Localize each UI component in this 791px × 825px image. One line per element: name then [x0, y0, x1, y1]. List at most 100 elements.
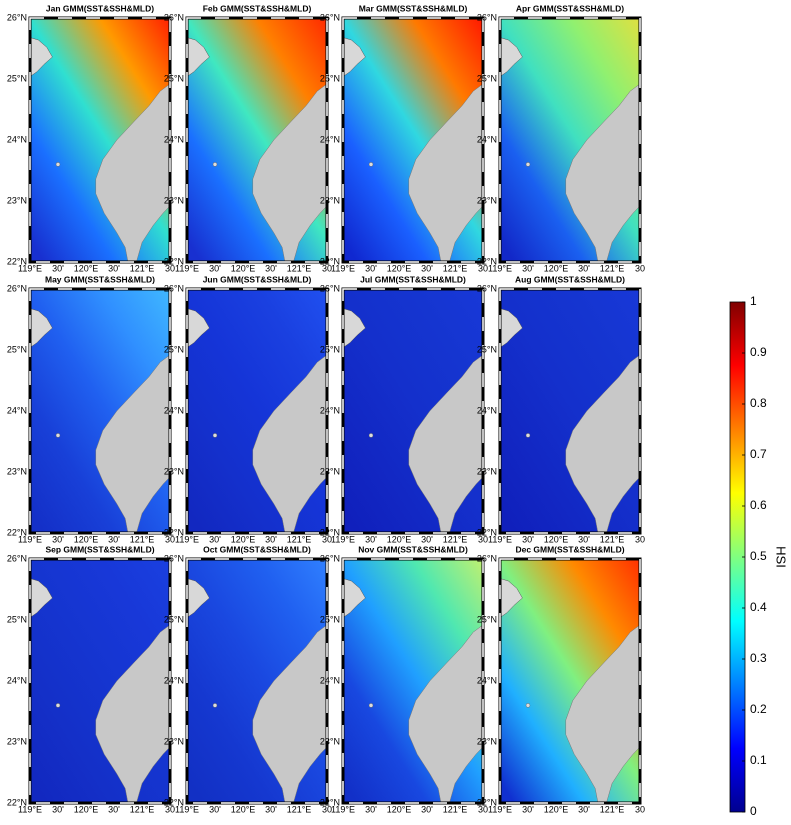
lon-label: 30' [365, 534, 377, 544]
lat-label: 26°N [477, 553, 497, 563]
lat-label: 22°N [7, 797, 27, 807]
lon-label: 30' [421, 263, 433, 273]
lon-label: 30' [52, 263, 64, 273]
island [525, 162, 531, 167]
island [525, 703, 531, 708]
lat-label: 25°N [320, 614, 340, 624]
colorbar-tick-label: 0.7 [750, 447, 767, 461]
lat-label: 25°N [477, 614, 497, 624]
lat-label: 24°N [320, 675, 340, 685]
lon-label: 30' [365, 263, 377, 273]
map-frame-dash [186, 17, 328, 263]
panel-title: Mar GMM(SST&SSH&MLD) [359, 3, 468, 13]
colorbar-tick-label: 1 [750, 294, 757, 308]
land-taiwan [565, 624, 641, 804]
lon-label: 120°E [74, 804, 99, 814]
lon-label: 30 [635, 804, 645, 814]
lat-label: 22°N [7, 527, 27, 537]
panel-title: May GMM(SST&SSH&MLD) [45, 274, 155, 284]
lon-label: 30 [322, 534, 332, 544]
lat-label: 24°N [477, 134, 497, 144]
lon-label: 120°E [231, 804, 256, 814]
lon-label: 30' [578, 534, 590, 544]
island [55, 433, 61, 438]
lat-label: 25°N [320, 73, 340, 83]
lat-label: 22°N [477, 527, 497, 537]
lon-label: 30' [209, 263, 221, 273]
lat-label: 23°N [477, 195, 497, 205]
land-taiwan [95, 624, 171, 804]
lat-label: 24°N [320, 134, 340, 144]
lon-label: 30' [522, 534, 534, 544]
map-frame-dash [499, 17, 641, 263]
lat-label: 22°N [164, 527, 184, 537]
lat-label: 23°N [164, 466, 184, 476]
lon-label: 121°E [600, 534, 625, 544]
island [55, 703, 61, 708]
lon-label: 121°E [443, 534, 468, 544]
colorbar-tick-label: 0.1 [750, 753, 767, 767]
lon-label: 30' [578, 263, 590, 273]
lon-label: 30 [478, 804, 488, 814]
lon-label: 119°E [18, 804, 42, 814]
panel-title: Oct GMM(SST&SSH&MLD) [203, 544, 311, 554]
land-taiwan [95, 354, 171, 534]
lat-label: 24°N [164, 405, 184, 415]
map-frame-dash [499, 558, 641, 804]
lon-label: 30' [421, 534, 433, 544]
lon-label: 120°E [544, 263, 569, 273]
lon-label: 30' [108, 804, 120, 814]
lon-label: 30' [209, 804, 221, 814]
lat-label: 24°N [7, 134, 27, 144]
lon-label: 121°E [287, 534, 312, 544]
lon-label: 30' [108, 534, 120, 544]
lat-label: 24°N [320, 405, 340, 415]
lat-label: 25°N [477, 73, 497, 83]
land-taiwan [252, 354, 328, 534]
map-frame-dash [499, 288, 641, 534]
colorbar-tick-label: 0 [750, 804, 757, 818]
lon-label: 119°E [488, 804, 512, 814]
lon-label: 30 [635, 263, 645, 273]
lat-label: 23°N [477, 466, 497, 476]
lon-label: 30' [522, 263, 534, 273]
colorbar-tick-label: 0.9 [750, 345, 767, 359]
lon-label: 121°E [600, 804, 625, 814]
island [368, 703, 374, 708]
lon-label: 121°E [443, 804, 468, 814]
lat-label: 22°N [164, 797, 184, 807]
map-frame-dash [342, 558, 484, 804]
land-taiwan [95, 83, 171, 263]
lon-label: 121°E [130, 804, 155, 814]
colorbar-tick-label: 0.6 [750, 498, 767, 512]
lon-label: 30 [165, 534, 175, 544]
lon-label: 30' [265, 534, 277, 544]
lon-label: 120°E [544, 804, 569, 814]
lon-label: 119°E [331, 263, 355, 273]
land-taiwan [408, 624, 484, 804]
island [368, 162, 374, 167]
lon-label: 30 [478, 263, 488, 273]
lon-label: 120°E [544, 534, 569, 544]
lat-label: 22°N [320, 256, 340, 266]
lat-label: 26°N [7, 12, 27, 22]
lat-label: 22°N [477, 256, 497, 266]
lon-label: 30 [322, 804, 332, 814]
island [212, 433, 218, 438]
lat-label: 22°N [164, 256, 184, 266]
island [368, 433, 374, 438]
map-frame-dash [29, 17, 171, 263]
panel-title: Jun GMM(SST&SSH&MLD) [203, 274, 312, 284]
lat-label: 26°N [164, 12, 184, 22]
lat-label: 26°N [164, 283, 184, 293]
lat-label: 22°N [320, 797, 340, 807]
land-taiwan [408, 354, 484, 534]
map-frame-dash [186, 288, 328, 534]
lon-label: 119°E [488, 263, 512, 273]
lat-label: 23°N [7, 736, 27, 746]
land-taiwan [252, 83, 328, 263]
lat-label: 22°N [320, 527, 340, 537]
colorbar-tick-label: 0.3 [750, 651, 767, 665]
map-frame-dash [186, 558, 328, 804]
colorbar-tick-label: 0.5 [750, 549, 767, 563]
